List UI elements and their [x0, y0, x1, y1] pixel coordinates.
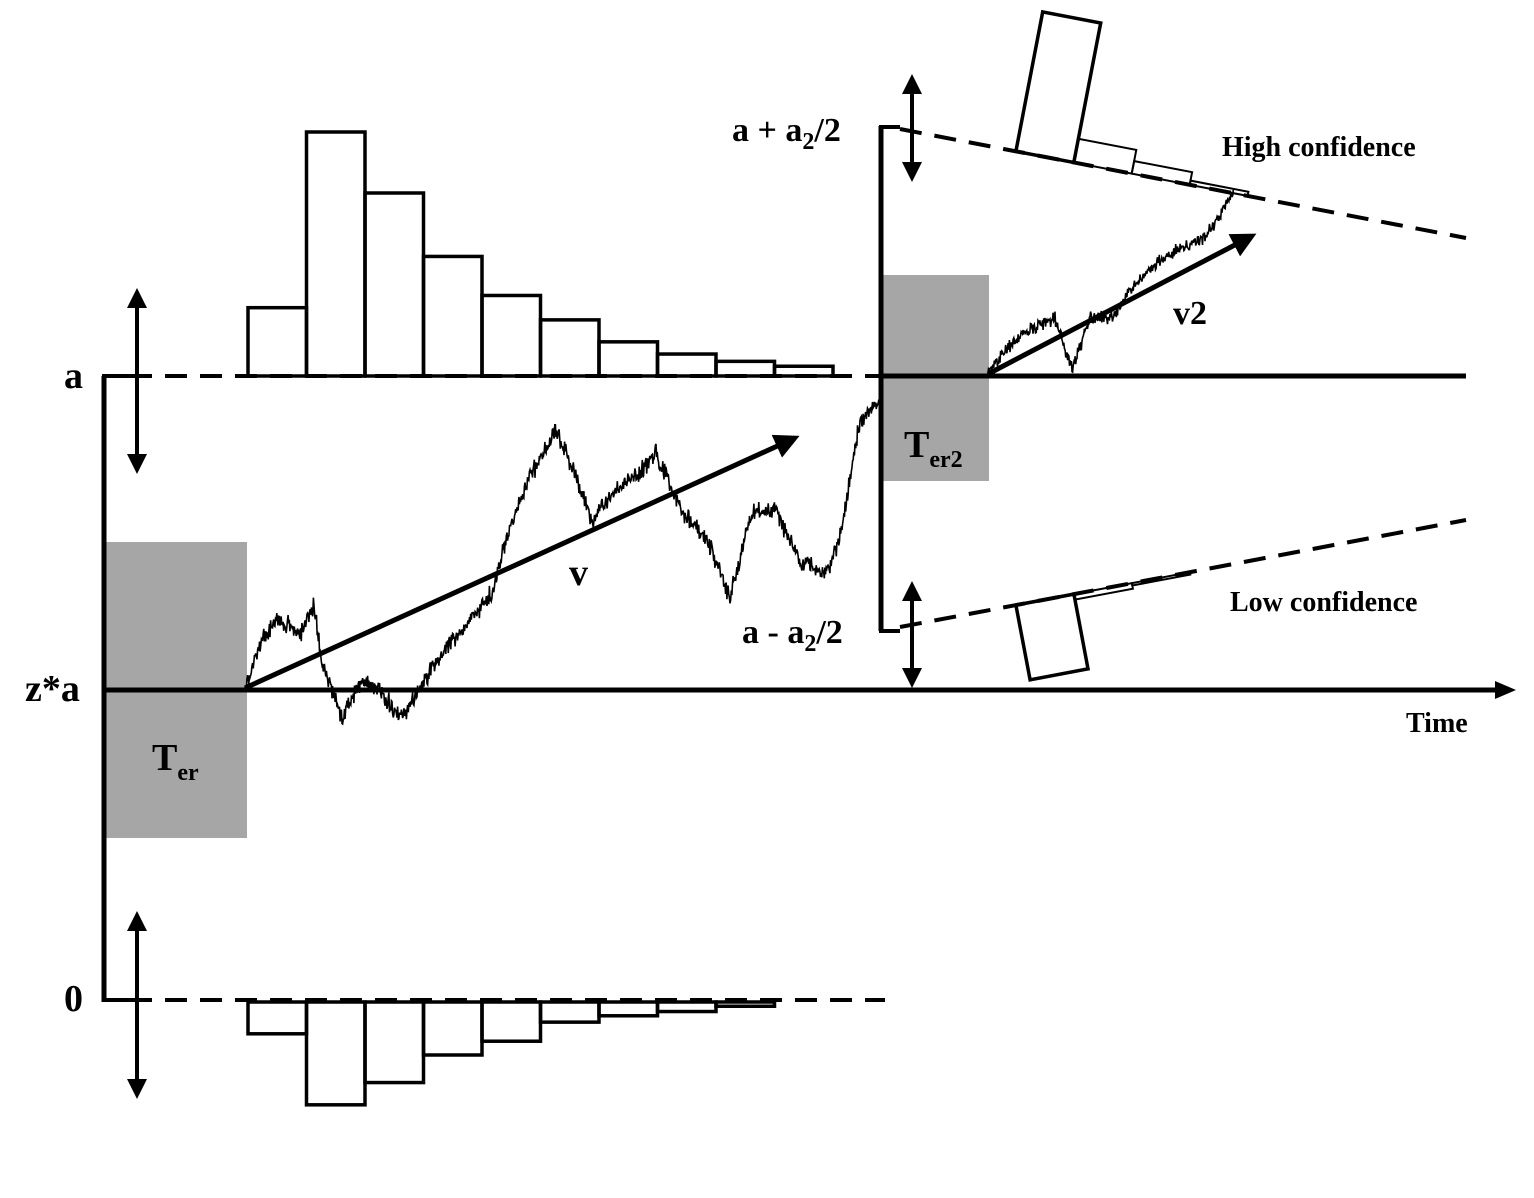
label-conf-upper: a + a2/2 — [732, 112, 841, 155]
error-rt-bar — [597, 1000, 660, 1018]
label-nondecision-1: Ter — [152, 737, 199, 786]
correct-rt-bar — [304, 130, 367, 378]
low-confidence-histogram — [1013, 571, 1192, 682]
correct-rt-bar — [363, 191, 426, 378]
label-conf-lower: a - a2/2 — [742, 614, 843, 657]
time-axis-arrowhead — [1495, 681, 1516, 699]
evidence-trace-confidence — [987, 188, 1235, 375]
evidence-trace-decision — [244, 399, 881, 726]
error-rt-bar — [714, 1000, 777, 1008]
low-confidence-bar — [1130, 571, 1192, 587]
correct-rt-bar — [421, 254, 484, 378]
label-nondecision-2: Ter2 — [904, 424, 963, 473]
label-low-confidence: Low confidence — [1230, 587, 1417, 618]
high-confidence-histogram — [1013, 9, 1250, 198]
error-rt-histogram — [246, 1000, 777, 1107]
drift-rate-2-arrow — [986, 233, 1257, 377]
correct-rt-bar — [597, 340, 660, 378]
error-rt-bar — [421, 1000, 484, 1057]
error-rt-bar — [304, 1000, 367, 1107]
high-confidence-bar — [1130, 159, 1194, 186]
label-drift-v: v — [569, 552, 588, 594]
error-rt-bar — [655, 1000, 718, 1014]
label-high-confidence: High confidence — [1222, 132, 1416, 163]
high-confidence-bar — [1188, 179, 1250, 198]
high-confidence-boundary — [899, 127, 1467, 240]
drift-rate-arrow — [243, 434, 800, 691]
correct-rt-histogram — [246, 130, 835, 378]
low-confidence-boundary — [899, 518, 1467, 629]
label-boundary-a: a — [64, 355, 83, 397]
error-rt-bar — [246, 1000, 309, 1036]
correct-rt-bar — [655, 352, 718, 378]
low-confidence-bar — [1013, 592, 1091, 682]
error-rt-bar — [480, 1000, 543, 1043]
error-rt-bar — [363, 1000, 426, 1085]
label-drift-v2: v2 — [1173, 295, 1207, 332]
label-start-point: z*a — [25, 668, 80, 710]
label-time: Time — [1406, 708, 1468, 739]
correct-rt-bar — [538, 318, 601, 378]
label-boundary-zero: 0 — [64, 978, 83, 1020]
correct-rt-bar — [480, 293, 543, 378]
correct-rt-bar — [714, 359, 777, 378]
high-confidence-bar — [1072, 137, 1138, 175]
error-rt-bar — [538, 1000, 601, 1024]
correct-rt-bar — [246, 305, 309, 378]
